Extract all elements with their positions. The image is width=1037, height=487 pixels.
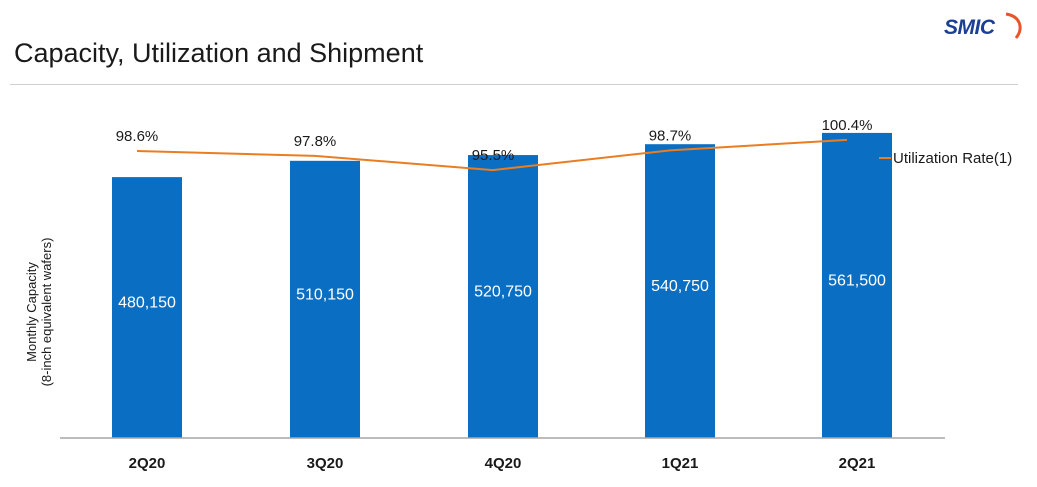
x-tick-label: 2Q21 [839, 455, 876, 472]
x-tick-label: 1Q21 [662, 455, 699, 472]
legend-label-utilization: Utilization Rate(1) [893, 150, 1012, 167]
bar-4q20 [468, 155, 538, 438]
logo-swoosh-icon [1005, 12, 1022, 39]
bar-1q21 [645, 144, 715, 438]
x-tick-label: 3Q20 [307, 455, 344, 472]
bar-value-label: 561,500 [828, 272, 886, 289]
bar-2q21 [822, 132, 892, 438]
smic-logo: SMIC [944, 8, 1026, 50]
utilization-value-label: 100.4% [822, 117, 873, 134]
utilization-value-label: 98.7% [649, 127, 692, 144]
y-axis-label-line2: (8-inch equivalent wafers) [39, 238, 54, 387]
title-divider [10, 84, 1018, 85]
page-title: Capacity, Utilization and Shipment [14, 38, 424, 68]
bar-value-label: 510,150 [296, 286, 354, 303]
utilization-value-label: 98.6% [116, 128, 159, 145]
utilization-line [136, 138, 848, 172]
logo-wordmark: SMIC [944, 16, 995, 39]
utilization-value-label: 97.8% [294, 133, 337, 150]
y-axis-label: Monthly Capacity (8-inch equivalent wafer… [24, 238, 54, 387]
x-tick-label: 2Q20 [129, 455, 166, 472]
x-tick-label: 4Q20 [485, 455, 522, 472]
bar-value-label: 540,750 [651, 278, 709, 295]
y-axis-label-line1: Monthly Capacity [24, 262, 39, 362]
utilization-value-label: 95.5% [472, 147, 515, 164]
bar-value-label: 520,750 [474, 284, 532, 301]
bar-3q20 [290, 160, 360, 439]
bar-2q20 [112, 177, 182, 438]
bar-value-label: 480,150 [118, 295, 176, 312]
